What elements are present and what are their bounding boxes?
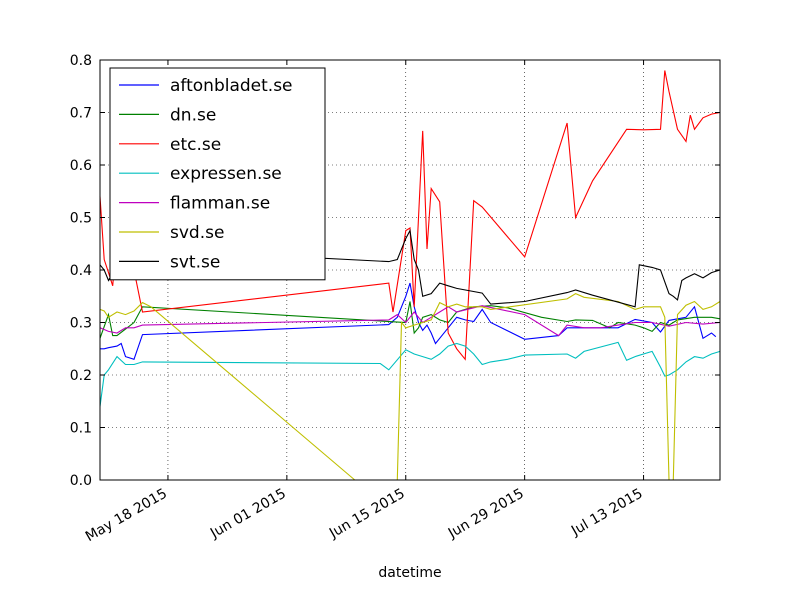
legend-label: flamman.se [170,194,270,214]
legend-label: dn.se [170,105,216,125]
legend-label: etc.se [170,135,221,155]
y-tick-label: 0.2 [70,368,92,384]
series-line-flamman-se [99,305,721,337]
legend-label: aftonbladet.se [170,76,293,96]
grid [100,60,720,480]
legend-label: svt.se [170,252,220,272]
series-line-svt-se [99,228,721,308]
legend-box [109,67,326,281]
y-tick-label: 0.3 [70,316,92,332]
legend-label: svd.se [170,223,224,243]
y-tick-label: 0.8 [70,53,92,69]
y-tick-label: 0.1 [70,421,92,437]
y-tick-label: 0.0 [70,473,92,489]
y-tick-label: 0.5 [70,211,92,227]
series-line-dn-se [99,301,721,339]
legend-label: expressen.se [170,164,282,184]
legend: aftonbladet.se dn.se etc.se expressen.se fla… [109,67,326,281]
y-tick-label: 0.7 [70,106,92,122]
x-axis-title: datetime [378,565,441,581]
series-line-expressen-se [99,341,721,407]
y-tick-label: 0.4 [70,263,92,279]
y-tick-label: 0.6 [70,158,92,174]
